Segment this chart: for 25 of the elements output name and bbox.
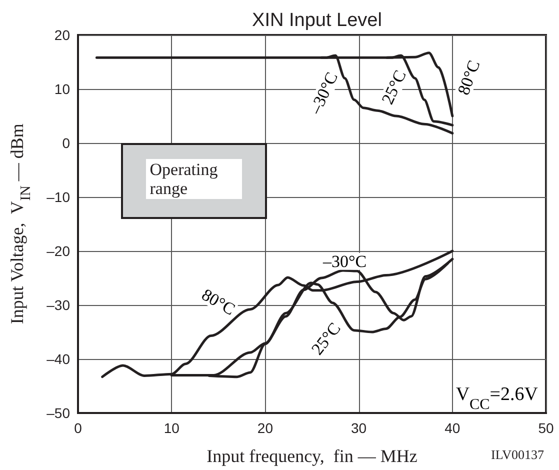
y-axis-title: Input Voltage, VIN — dBm — [7, 124, 34, 324]
text: ILV00137 — [491, 447, 544, 462]
annotation: 80°C — [198, 285, 238, 320]
annotation: Operating range — [146, 159, 242, 200]
annotation: 25°C — [378, 67, 410, 108]
annotation: 80°C — [454, 58, 484, 98]
x-tick-label: 50 — [538, 420, 554, 436]
x-tick-label: 10 — [164, 420, 180, 436]
x-tick-label: 0 — [74, 420, 82, 436]
x-tick-label: 30 — [351, 420, 367, 436]
y-tick-label: 10 — [54, 81, 70, 97]
y-tick-label: 20 — [54, 27, 70, 43]
shaded-box: Operating range — [121, 142, 268, 220]
chart-title: XIN Input Level — [252, 10, 382, 31]
y-tick-label: 0 — [62, 135, 70, 151]
y-tick-label: –40 — [46, 351, 70, 367]
y-tick-label: –10 — [46, 189, 70, 205]
annotation: –30°C — [305, 69, 342, 118]
y-tick-label: –30 — [46, 297, 70, 313]
y-tick-label: –20 — [46, 243, 70, 259]
x-tick-label: 20 — [257, 420, 274, 436]
x-tick-label: 40 — [444, 420, 460, 436]
x-axis-title: Input frequency, fin — MHz — [206, 446, 418, 466]
annotation: –30°C — [322, 252, 367, 271]
y-tick-label: –50 — [46, 405, 70, 421]
